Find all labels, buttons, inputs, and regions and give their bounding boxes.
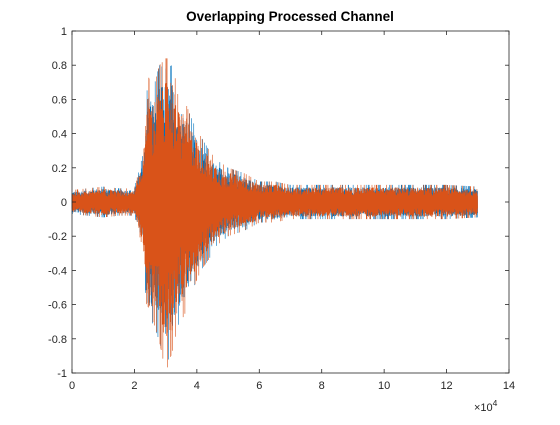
x-exponent-power: 4 [493, 398, 498, 408]
x-exponent-base: ×10 [474, 402, 493, 414]
x-exponent-label: ×104 [474, 398, 498, 414]
x-tick-label: 4 [194, 380, 200, 392]
y-tick-label: 0 [61, 197, 67, 209]
y-axis: -1 -0.8 -0.6 -0.4 -0.2 0 0.2 0.4 0.6 0.8 1 [48, 26, 509, 380]
series-layer [71, 58, 478, 368]
y-tick-label: -0.2 [48, 231, 67, 243]
chart-title: Overlapping Processed Channel [186, 9, 394, 24]
x-tick-label: 10 [378, 380, 390, 392]
x-tick-label: 8 [319, 380, 325, 392]
y-tick-label: -0.6 [48, 300, 67, 312]
x-tick-label: 14 [503, 380, 515, 392]
y-tick-label: -0.8 [48, 334, 67, 346]
y-tick-label: 0.6 [52, 94, 67, 106]
plot-area [71, 30, 510, 374]
x-axis: 0 2 4 6 8 10 12 14 [69, 31, 515, 392]
x-tick-label: 0 [69, 380, 75, 392]
y-tick-label: 1 [61, 26, 67, 38]
y-tick-label: 0.4 [52, 129, 67, 141]
x-tick-label: 6 [256, 380, 262, 392]
y-tick-label: -0.4 [48, 265, 67, 277]
x-tick-label: 12 [440, 380, 452, 392]
series-line-2 [71, 58, 478, 368]
y-tick-label: 0.2 [52, 163, 67, 175]
x-tick-label: 2 [131, 380, 137, 392]
y-tick-label: 0.8 [52, 60, 67, 72]
y-tick-label: -1 [57, 368, 67, 380]
